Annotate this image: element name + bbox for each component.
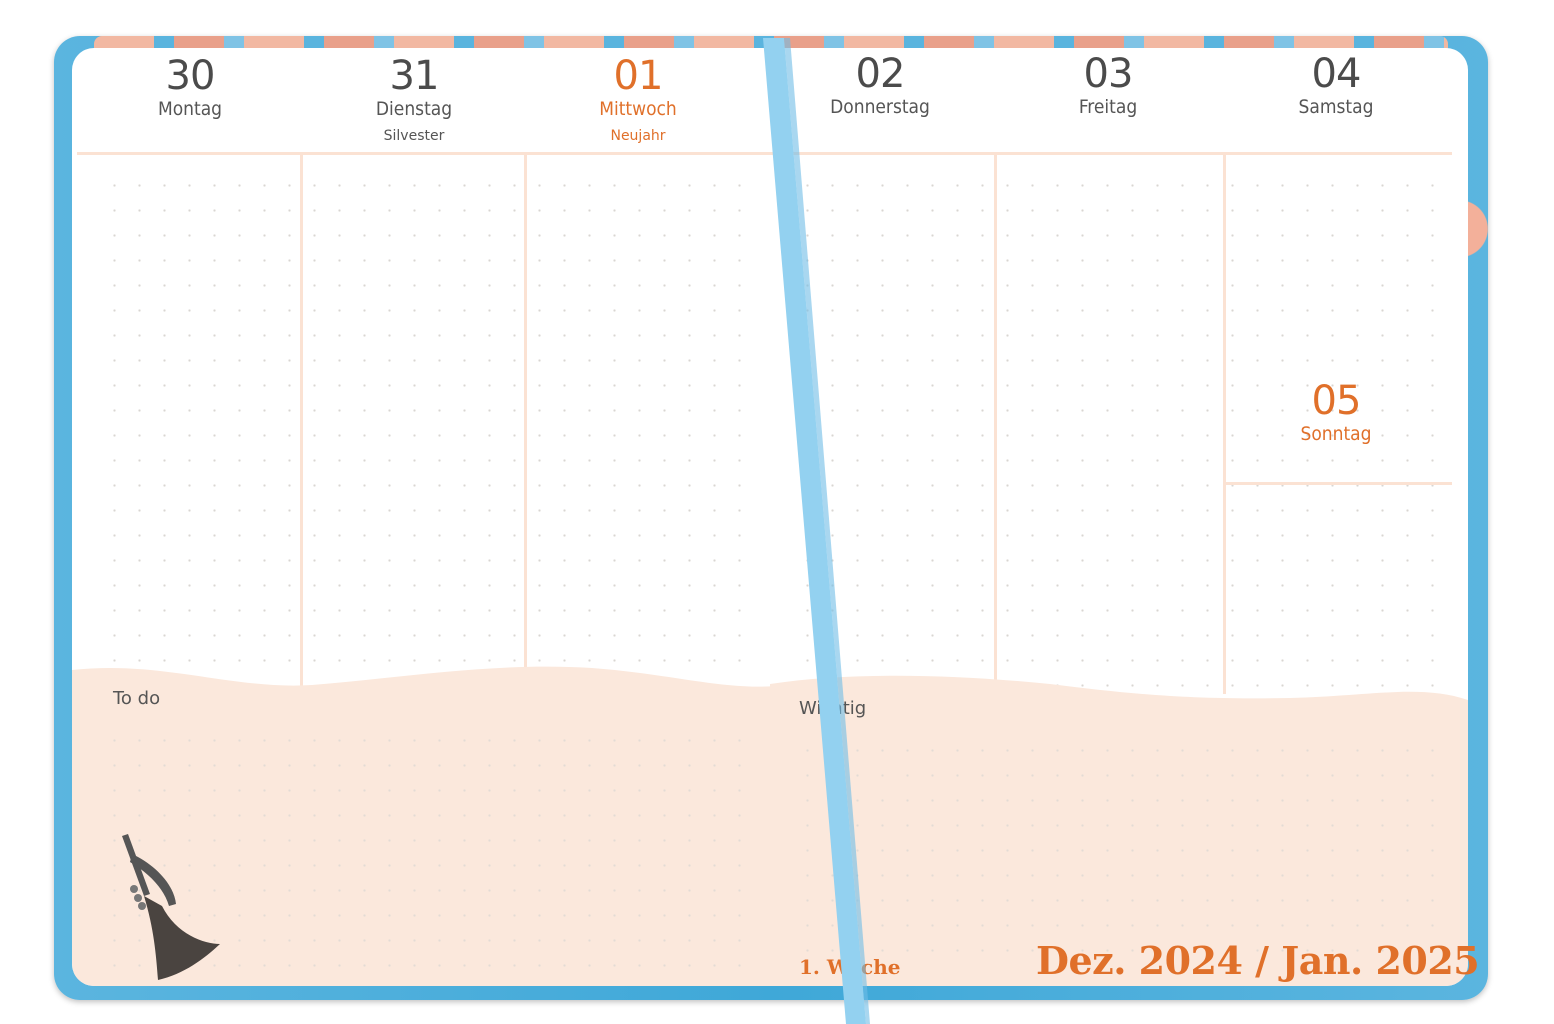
day-name-sunday: Sonntag: [1300, 423, 1372, 445]
trumpet-icon: [122, 834, 220, 980]
column-divider: [524, 154, 527, 694]
day-name-tuesday: Dienstag: [375, 98, 453, 120]
week-label: 1. Woche: [799, 955, 901, 979]
holiday-silvester: Silvester: [383, 128, 445, 144]
day-name-thursday: Donnerstag: [830, 96, 930, 118]
day-name-monday: Montag: [157, 98, 223, 120]
day-number-04: 04: [1311, 51, 1362, 97]
right-page: 02 Donnerstag 03 Freitag 04 Samstag 05 S…: [770, 48, 1468, 986]
day-number-30: 30: [165, 53, 216, 99]
column-divider: [300, 154, 303, 694]
left-page: 30 Montag 31 Dienstag Silvester 01 Mittw…: [72, 48, 777, 986]
column-divider: [1223, 154, 1226, 694]
day-number-05: 05: [1311, 378, 1362, 424]
dot-grid: [102, 728, 762, 968]
header-divider: [77, 152, 777, 155]
todo-label: To do: [113, 688, 161, 709]
dot-grid: [795, 173, 1455, 693]
day-number-02: 02: [855, 51, 906, 97]
dot-grid: [102, 173, 762, 673]
day-name-saturday: Samstag: [1298, 96, 1374, 118]
column-divider: [994, 154, 997, 694]
day-number-03: 03: [1083, 51, 1134, 97]
day-number-31: 31: [389, 53, 440, 99]
dot-grid: [795, 738, 1455, 968]
holiday-neujahr: Neujahr: [610, 128, 666, 144]
day-number-01: 01: [613, 53, 664, 99]
month-title: Dez. 2024 / Jan. 2025: [1036, 938, 1480, 983]
day-name-wednesday: Mittwoch: [599, 98, 677, 120]
day-name-friday: Freitag: [1078, 96, 1138, 118]
important-label: Wichtig: [799, 698, 867, 719]
header-divider: [770, 152, 1452, 155]
weekend-divider: [1225, 482, 1452, 485]
